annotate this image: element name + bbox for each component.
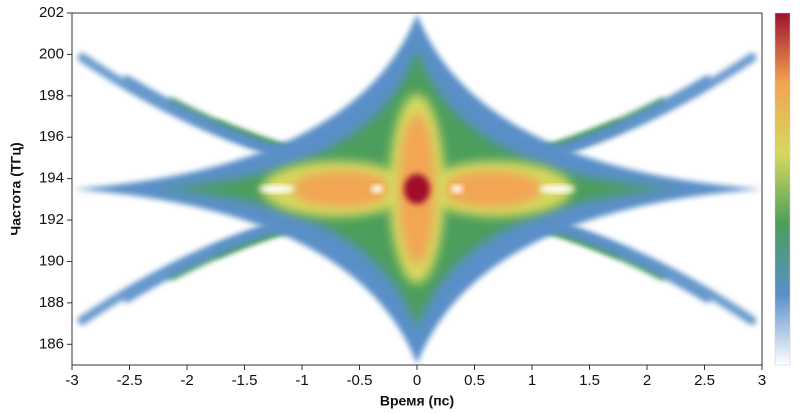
- x-tick-label: -2: [180, 372, 193, 389]
- heatmap-field: [72, 14, 762, 364]
- x-tick-label: -0.5: [347, 372, 373, 389]
- y-tick-label: 186: [39, 335, 64, 352]
- y-tick-label: 190: [39, 252, 64, 269]
- x-tick-label: 0: [413, 372, 421, 389]
- field-gap: [259, 185, 295, 193]
- field-gap: [371, 185, 383, 193]
- x-tick-label: -3: [65, 372, 78, 389]
- x-tick-label: 2.5: [694, 372, 715, 389]
- field-gap: [451, 185, 463, 193]
- x-tick-label: 3: [758, 372, 766, 389]
- y-tick-label: 188: [39, 294, 64, 311]
- y-tick-label: 194: [39, 170, 64, 187]
- y-tick-label: 202: [39, 4, 64, 21]
- y-axis-title: Частота (ТГц): [8, 142, 24, 235]
- x-tick-label: 0.5: [464, 372, 485, 389]
- y-tick-label: 200: [39, 45, 64, 62]
- y-tick-label: 196: [39, 128, 64, 145]
- field-gap: [539, 185, 575, 193]
- y-tick-label: 192: [39, 211, 64, 228]
- field-core: [404, 174, 430, 204]
- x-tick-label: -2.5: [117, 372, 143, 389]
- x-tick-label: -1.5: [232, 372, 258, 389]
- field-lobe: [292, 171, 392, 207]
- x-axis-title: Время (пс): [380, 393, 454, 409]
- x-tick-label: -1: [295, 372, 308, 389]
- x-tick-label: 1.5: [579, 372, 600, 389]
- x-tick-label: 1: [528, 372, 536, 389]
- x-tick-label: 2: [643, 372, 651, 389]
- field-lobe: [442, 171, 542, 207]
- colorbar: [774, 12, 791, 366]
- y-tick-label: 198: [39, 87, 64, 104]
